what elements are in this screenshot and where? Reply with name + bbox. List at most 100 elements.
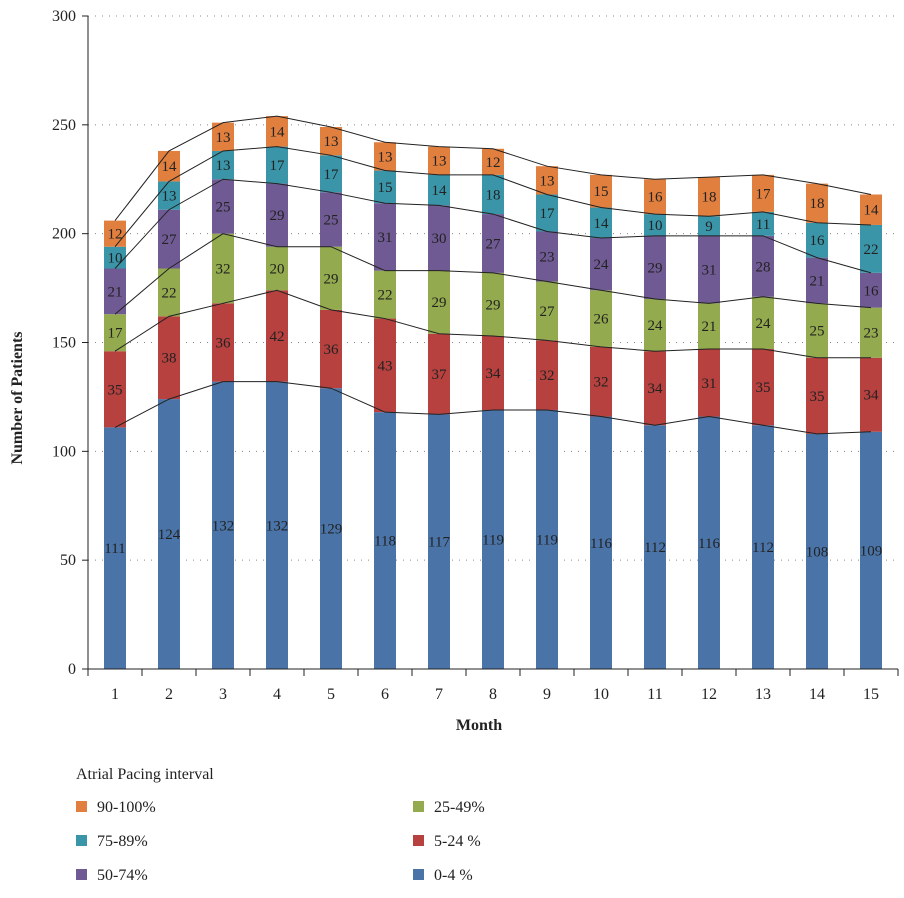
bar-segment <box>104 314 126 352</box>
bar-segment <box>104 427 126 669</box>
bar-segment <box>320 192 342 247</box>
bar-segment <box>158 316 180 400</box>
data-label: 15 <box>594 184 609 200</box>
bar-segment <box>212 150 234 180</box>
legend-title: Atrial Pacing interval <box>76 766 214 783</box>
bar-segment <box>860 357 882 432</box>
bar-segment <box>104 351 126 428</box>
x-tick-label: 10 <box>593 686 609 703</box>
data-label: 42 <box>270 329 285 345</box>
data-label: 111 <box>104 541 125 557</box>
data-label: 36 <box>324 342 340 358</box>
x-tick-label: 11 <box>647 686 662 703</box>
legend-swatch <box>413 801 424 812</box>
data-label: 15 <box>378 180 393 196</box>
bar-segment <box>212 381 234 669</box>
legend-label: 25-49% <box>434 799 485 816</box>
bar-segment <box>644 298 666 352</box>
data-label: 132 <box>266 518 289 534</box>
x-tick-label: 8 <box>489 686 497 703</box>
bar-segment <box>428 205 450 271</box>
bar-segment <box>590 174 612 208</box>
data-label: 27 <box>540 304 556 320</box>
bar-segment <box>158 399 180 669</box>
data-label: 12 <box>108 227 123 243</box>
bar-segment <box>320 155 342 193</box>
data-label: 129 <box>320 522 343 538</box>
data-label: 23 <box>540 250 555 266</box>
data-label: 16 <box>810 233 826 249</box>
data-label: 108 <box>806 544 829 560</box>
data-label: 112 <box>752 540 774 556</box>
bar-segment <box>212 122 234 151</box>
bar-segment <box>212 233 234 304</box>
bar-segment <box>158 268 180 317</box>
x-tick-label: 1 <box>111 686 119 703</box>
bar-segment <box>806 433 828 669</box>
data-label: 24 <box>648 318 664 334</box>
x-tick-label: 2 <box>165 686 173 703</box>
data-label: 13 <box>162 189 177 205</box>
x-tick-label: 4 <box>273 686 281 703</box>
data-label: 25 <box>810 324 825 340</box>
bar-segment <box>590 238 612 291</box>
bar-segment <box>320 309 342 389</box>
data-label: 14 <box>270 124 286 140</box>
data-label: 16 <box>648 190 664 206</box>
data-label: 13 <box>432 154 447 170</box>
bar-segment <box>374 142 396 171</box>
data-label: 17 <box>540 206 556 222</box>
bar-segment <box>644 425 666 669</box>
data-label: 20 <box>270 261 285 277</box>
bar-segment <box>482 409 504 669</box>
data-label: 32 <box>594 375 609 391</box>
bar-segment <box>266 146 288 184</box>
bar-segment <box>428 414 450 669</box>
data-label: 17 <box>756 186 772 202</box>
data-label: 35 <box>756 380 771 396</box>
x-tick-label: 14 <box>809 686 825 703</box>
data-label: 43 <box>378 358 393 374</box>
x-tick-label: 5 <box>327 686 335 703</box>
x-tick-label: 7 <box>435 686 443 703</box>
series-line <box>114 178 872 274</box>
bar-segment <box>374 318 396 413</box>
data-label: 13 <box>324 134 339 150</box>
data-label: 22 <box>162 285 177 301</box>
legend-label: 50-74% <box>97 867 148 884</box>
data-label: 10 <box>648 218 663 234</box>
bar-segment <box>374 203 396 271</box>
data-label: 119 <box>482 532 504 548</box>
bar-segment <box>644 214 666 236</box>
bar-segment <box>698 235 720 304</box>
bar-segment <box>320 388 342 669</box>
data-label: 34 <box>864 388 880 404</box>
data-label: 28 <box>756 259 771 275</box>
bar-segment <box>752 349 774 426</box>
bar-segment <box>752 425 774 669</box>
bar-segment <box>536 166 558 195</box>
bar-segment <box>698 303 720 350</box>
legend-label: 5-24 % <box>434 833 481 850</box>
y-axis-title: Number of Patients <box>9 331 26 464</box>
legend-swatch <box>413 869 424 880</box>
bar-segment <box>860 224 882 273</box>
data-label: 16 <box>864 283 880 299</box>
data-label: 118 <box>374 534 396 550</box>
data-label: 22 <box>378 288 393 304</box>
bar-segment <box>374 170 396 204</box>
bar-segment <box>752 235 774 297</box>
bar-segment <box>158 209 180 269</box>
x-axis-title: Month <box>456 717 502 734</box>
data-label: 29 <box>432 295 447 311</box>
data-label: 14 <box>162 159 178 175</box>
y-tick-label: 100 <box>52 443 76 460</box>
bar-segment <box>212 179 234 234</box>
data-label: 18 <box>486 187 501 203</box>
data-label: 29 <box>648 260 663 276</box>
data-label: 21 <box>810 273 825 289</box>
bar-segment <box>536 281 558 341</box>
data-label: 13 <box>216 130 231 146</box>
